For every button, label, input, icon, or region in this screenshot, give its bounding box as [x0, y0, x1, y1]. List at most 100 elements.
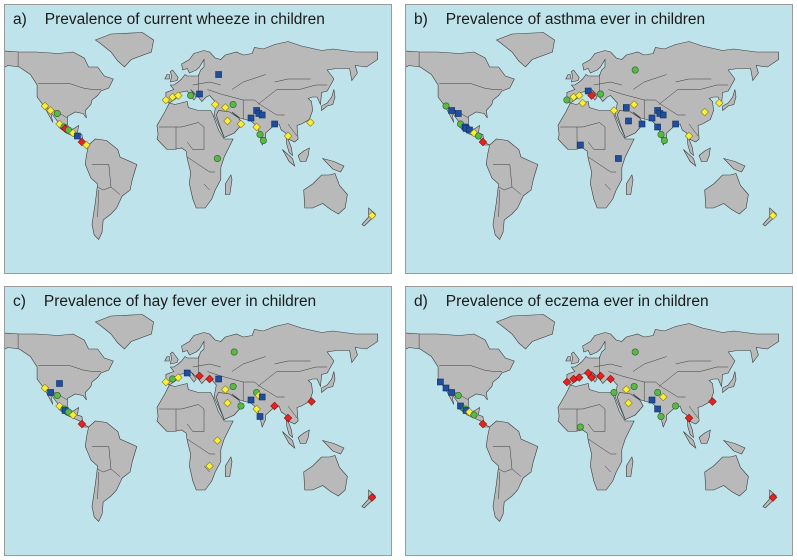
study-centre-marker-circle-green [237, 402, 245, 410]
study-centre-marker-circle-green [657, 413, 665, 421]
landmass-japan [321, 371, 336, 394]
panel-label: a) [13, 11, 27, 28]
country-border [287, 123, 298, 137]
country-border [660, 386, 686, 398]
landmass-new-guinea [321, 157, 345, 173]
landmass-ireland [164, 74, 170, 80]
panel-title-text: Prevalence of hay fever ever in children [43, 293, 317, 310]
study-centre-marker-square-blue [615, 155, 622, 162]
country-border [259, 104, 285, 116]
study-centre-marker-diamond-yellow [174, 91, 183, 100]
country-border [498, 189, 500, 218]
study-centre-marker-circle-green [474, 132, 482, 140]
world-map-a [5, 32, 378, 241]
landmass-new-guinea [321, 439, 345, 455]
study-centre-marker-circle-green [64, 126, 72, 134]
landmass-south-america [485, 420, 539, 523]
landmass-north-america [5, 332, 114, 428]
study-centre-marker-diamond-yellow [306, 118, 315, 127]
study-centre-marker-square-blue [247, 396, 255, 404]
panel-title-a: a) Prevalence of current wheeze in childr… [13, 11, 325, 29]
study-centre-marker-diamond-red [270, 401, 279, 411]
country-border [688, 405, 699, 419]
landmass-north-america [406, 50, 515, 146]
country-border [92, 446, 121, 477]
study-centre-marker-circle-green [672, 402, 680, 410]
study-centre-marker-diamond-yellow [46, 106, 55, 115]
study-centre-marker-square-blue [577, 141, 584, 149]
study-centre-marker-diamond-yellow [40, 101, 50, 111]
study-centre-marker-diamond-yellow [205, 461, 214, 471]
study-centre-marker-diamond-red [587, 373, 596, 382]
study-centre-marker-square-blue [648, 114, 656, 122]
country-border [593, 81, 622, 86]
study-centre-marker-circle-green [187, 92, 195, 100]
map-panel-c: c) Prevalence of hay fever ever in childr… [4, 286, 392, 556]
country-border [588, 438, 617, 455]
landmass-madagascar [626, 456, 634, 477]
landmass-uk [170, 69, 179, 83]
panel-label: b) [414, 11, 428, 28]
landmass-sumatra [282, 431, 296, 449]
study-centre-marker-circle-green [213, 155, 221, 163]
panel-title-b: b) Prevalence of asthma ever in children [414, 11, 705, 29]
study-centre-marker-diamond-yellow [223, 116, 232, 126]
panel-label: d) [414, 293, 428, 310]
study-centre-marker-diamond-yellow [715, 98, 724, 108]
study-centre-marker-square-blue [448, 107, 455, 114]
landmass-ireland [565, 356, 571, 362]
country-border [259, 386, 285, 398]
country-border [274, 78, 311, 83]
study-centre-marker-diamond-yellow [252, 122, 261, 132]
country-border [192, 81, 221, 86]
landmass-japan [321, 89, 336, 112]
landmass-uk [571, 351, 580, 365]
country-border [560, 404, 606, 432]
country-border [593, 363, 622, 368]
country-border [493, 446, 522, 477]
landmass-new-guinea [722, 157, 746, 173]
country-border [97, 186, 112, 191]
study-centre-marker-square-blue [654, 405, 661, 413]
landmass-south-america [84, 420, 138, 523]
study-centre-marker-diamond-yellow [252, 404, 261, 414]
study-centre-marker-diamond-red [478, 419, 488, 429]
study-centre-marker-circle-green [229, 101, 237, 109]
study-centre-marker-circle-green [230, 348, 238, 356]
landmass-borneo [698, 429, 711, 444]
landmass-borneo [698, 147, 711, 162]
landmass-madagascar [626, 174, 634, 195]
study-centre-marker-circle-green [631, 66, 639, 74]
country-border [439, 83, 502, 90]
country-border [493, 164, 522, 195]
country-border [675, 78, 712, 83]
study-centre-marker-diamond-yellow [768, 211, 778, 220]
study-centre-marker-diamond-red [708, 397, 717, 406]
country-border [207, 89, 261, 105]
country-border [97, 471, 99, 500]
landmass-south-america [84, 138, 138, 241]
study-centre-marker-circle-green [53, 110, 61, 118]
country-border [660, 104, 686, 116]
country-border [675, 360, 712, 365]
study-centre-marker-square-blue [659, 111, 667, 119]
country-border [203, 183, 210, 191]
study-centre-marker-diamond-yellow [367, 211, 377, 220]
country-border [560, 122, 606, 150]
country-border [439, 365, 502, 372]
study-centre-marker-diamond-yellow [210, 100, 220, 109]
study-centre-marker-square-blue [437, 378, 444, 386]
world-map-c [5, 314, 378, 523]
landmass-madagascar [225, 456, 233, 477]
study-centre-marker-diamond-yellow [174, 373, 183, 382]
study-centre-marker-circle-green [660, 137, 668, 145]
landmass-uk [571, 69, 580, 83]
study-centre-marker-square-blue [623, 104, 630, 111]
landmass-greenland [94, 32, 154, 68]
country-border [257, 366, 328, 387]
study-centre-marker-circle-green [576, 423, 584, 431]
panel-title-c: c) Prevalence of hay fever ever in childr… [13, 293, 316, 311]
study-centre-marker-square-blue [215, 71, 222, 78]
study-centre-marker-circle-green [563, 96, 571, 104]
country-border [608, 371, 662, 387]
